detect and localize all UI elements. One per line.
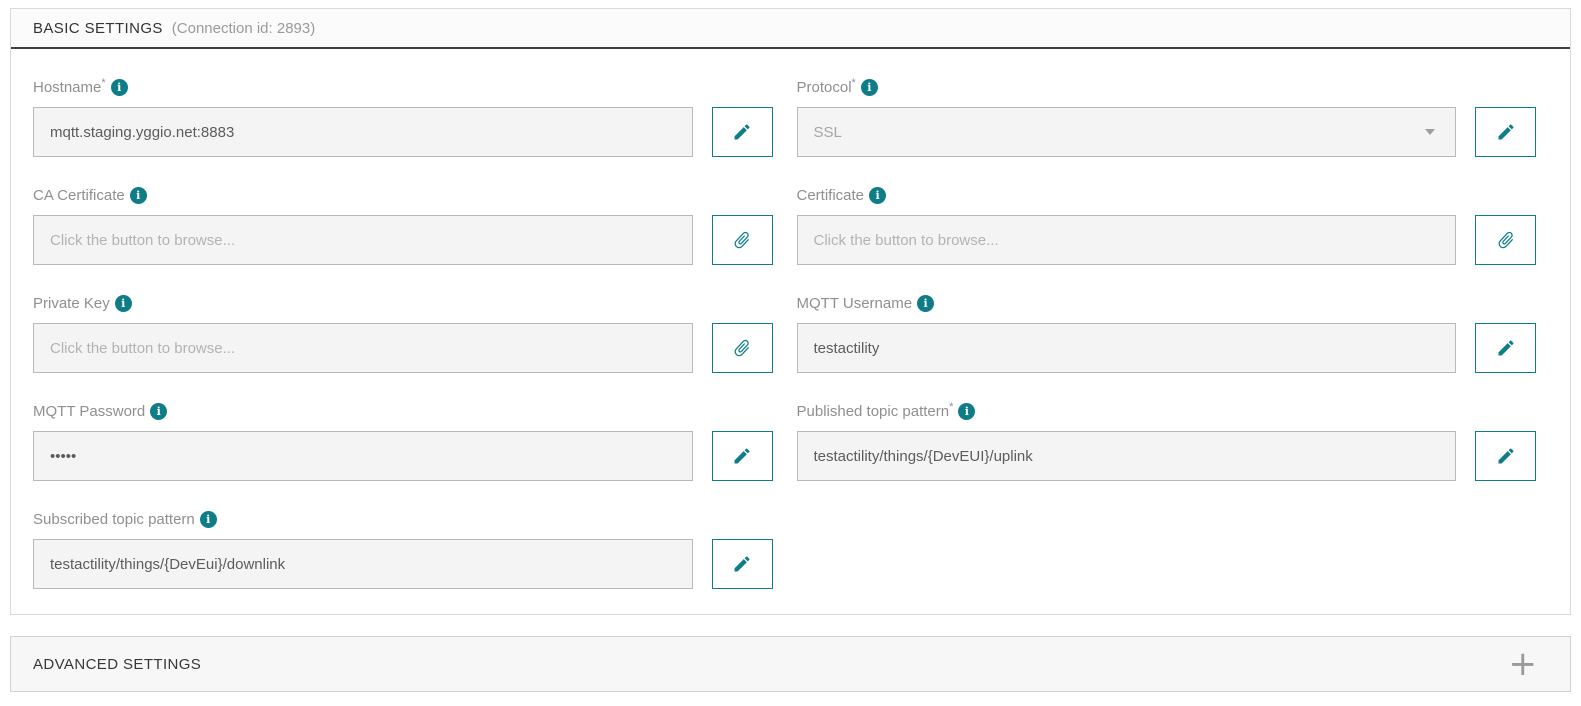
field-certificate: Certificate i: [796, 185, 1537, 265]
label-row: Subscribed topic pattern i: [33, 509, 773, 530]
protocol-selected-value: SSL: [813, 123, 842, 141]
label-row: MQTT Username i: [797, 293, 1537, 314]
field-label: Published topic pattern: [796, 403, 950, 420]
info-icon[interactable]: i: [114, 295, 132, 312]
browse-ca-certificate-button[interactable]: [711, 215, 773, 265]
basic-settings-header: BASIC SETTINGS (Connection id: 2893): [11, 9, 1570, 49]
label-row: MQTT Password i: [33, 401, 773, 422]
info-icon[interactable]: i: [917, 295, 935, 312]
field-ca-certificate: CA Certificate i: [33, 185, 773, 265]
field-label: Hostname: [33, 79, 102, 96]
edit-published-topic-pattern-button[interactable]: [1475, 431, 1536, 481]
label-row: Published topic pattern * i: [797, 401, 1537, 422]
browse-private-key-button[interactable]: [711, 323, 773, 373]
connection-id-label: (Connection id: 2893): [171, 19, 316, 37]
paperclip-icon: [734, 231, 750, 249]
label-row: Protocol * i: [797, 77, 1537, 98]
input-row: [796, 323, 1536, 373]
edit-subscribed-topic-pattern-button[interactable]: [711, 539, 773, 589]
advanced-settings-title: ADVANCED SETTINGS: [33, 655, 202, 673]
input-row: [33, 107, 773, 157]
label-row: Certificate i: [797, 185, 1537, 206]
pencil-icon: [1498, 124, 1514, 140]
paperclip-icon: [734, 339, 750, 357]
edit-protocol-button[interactable]: [1475, 107, 1536, 157]
field-mqtt-password: MQTT Password i: [33, 401, 773, 481]
certificate-input[interactable]: [796, 215, 1456, 265]
input-row: SSL: [796, 107, 1536, 157]
advanced-settings-header[interactable]: ADVANCED SETTINGS +: [10, 636, 1571, 692]
edit-mqtt-username-button[interactable]: [1475, 323, 1536, 373]
input-row: [796, 215, 1536, 265]
left-column: Hostname* i CA Certificate i: [33, 77, 773, 589]
pencil-icon: [734, 124, 750, 140]
subscribed-topic-pattern-input[interactable]: [33, 539, 693, 589]
field-hostname: Hostname * i: [33, 77, 773, 157]
chevron-down-icon: [1425, 129, 1435, 135]
field-label: Subscribed topic pattern: [33, 511, 195, 528]
edit-mqtt-password-button[interactable]: [711, 431, 773, 481]
hostname-input[interactable]: [33, 107, 693, 157]
info-icon[interactable]: i: [150, 403, 168, 420]
info-icon[interactable]: i: [958, 403, 976, 420]
basic-settings-body: Hostname* i CA Certificate i: [11, 49, 1570, 614]
field-mqtt-username: MQTT Username i: [796, 293, 1537, 373]
field-label: Protocol: [796, 79, 852, 96]
pencil-icon: [1498, 340, 1514, 356]
input-row: [33, 431, 773, 481]
field-label: Private Key: [33, 295, 110, 312]
basic-settings-panel: BASIC SETTINGS (Connection id: 2893) Hos…: [10, 8, 1571, 615]
mqtt-username-input[interactable]: [796, 323, 1456, 373]
input-row: [33, 215, 773, 265]
right-column: Protocol * i SSL Certificate i: [796, 77, 1537, 589]
label-row: Hostname * i: [33, 77, 773, 98]
input-row: [33, 539, 773, 589]
mqtt-password-input[interactable]: [33, 431, 693, 481]
private-key-input[interactable]: [33, 323, 693, 373]
info-icon[interactable]: i: [860, 79, 878, 96]
label-row: Private Key i: [33, 293, 773, 314]
field-label: Certificate: [796, 187, 865, 204]
field-private-key: Private Key i: [33, 293, 773, 373]
field-label: CA Certificate: [33, 187, 125, 204]
published-topic-pattern-input[interactable]: [796, 431, 1456, 481]
field-label: MQTT Password: [33, 403, 146, 420]
field-published-topic-pattern: Published topic pattern * i: [796, 401, 1537, 481]
plus-icon[interactable]: +: [1508, 644, 1538, 684]
required-marker: *: [949, 401, 954, 413]
info-icon[interactable]: i: [129, 187, 147, 204]
protocol-select[interactable]: SSL: [796, 107, 1456, 157]
info-icon[interactable]: i: [110, 79, 128, 96]
pencil-icon: [734, 556, 750, 572]
field-protocol: Protocol * i SSL: [796, 77, 1537, 157]
input-row: [796, 431, 1536, 481]
browse-certificate-button[interactable]: [1475, 215, 1536, 265]
pencil-icon: [734, 448, 750, 464]
label-row: CA Certificate i: [33, 185, 773, 206]
ca-certificate-input[interactable]: [33, 215, 693, 265]
input-row: [33, 323, 773, 373]
pencil-icon: [1498, 448, 1514, 464]
paperclip-icon: [1498, 231, 1513, 249]
required-marker: *: [101, 77, 106, 89]
panel-title: BASIC SETTINGS: [33, 19, 163, 37]
edit-hostname-button[interactable]: [711, 107, 773, 157]
required-marker: *: [851, 77, 856, 89]
field-subscribed-topic-pattern: Subscribed topic pattern i: [33, 509, 773, 589]
field-label: MQTT Username: [796, 295, 913, 312]
info-icon[interactable]: i: [199, 511, 217, 528]
info-icon[interactable]: i: [869, 187, 887, 204]
